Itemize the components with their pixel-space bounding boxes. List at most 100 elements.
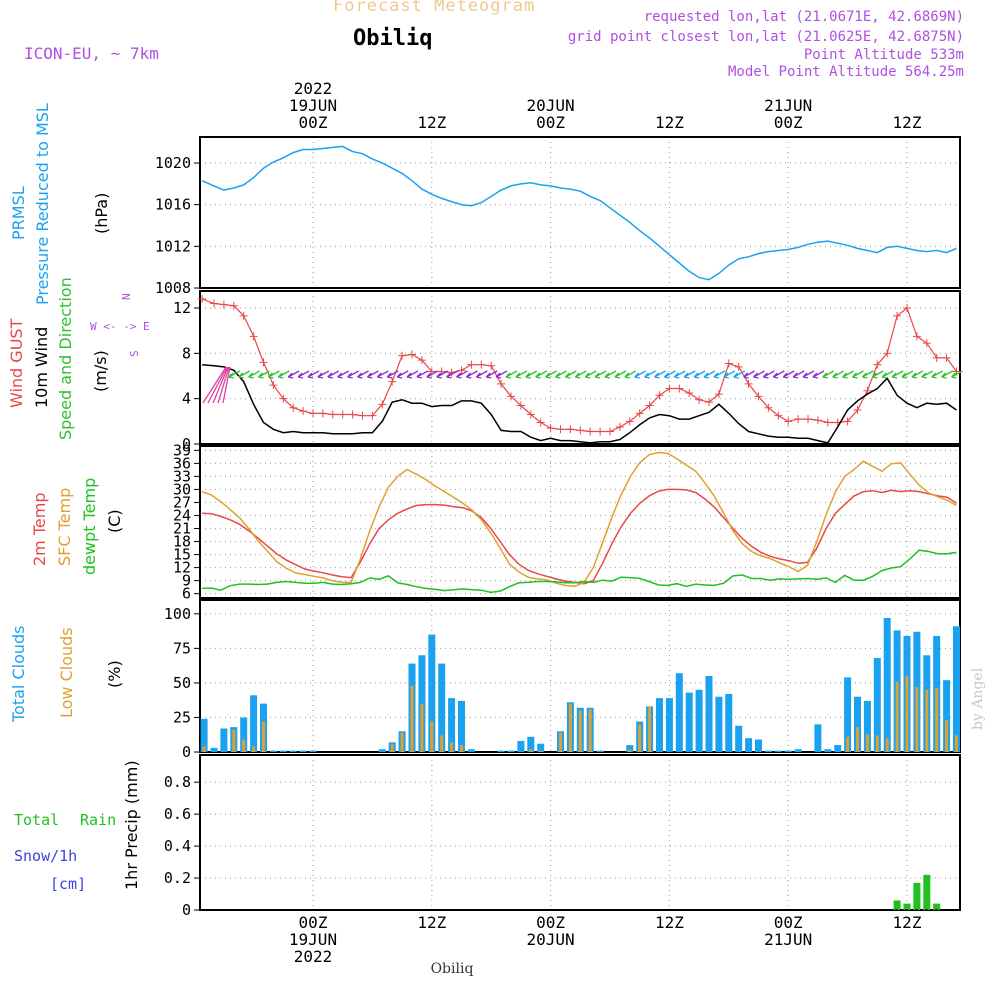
- wind-direction-arrow: [693, 370, 706, 379]
- time-tick-label-top: 21JUN: [764, 96, 812, 115]
- gust-point-marker: [259, 358, 268, 367]
- total-cloud-bar: [240, 717, 248, 752]
- wind-direction-arrow: [416, 370, 429, 379]
- time-tick-label-top: 19JUN: [289, 96, 337, 115]
- y-tick-label: 50: [173, 674, 191, 692]
- low-cloud-bar: [846, 736, 850, 752]
- total-cloud-bar: [755, 739, 762, 752]
- wind-direction-arrow: [911, 370, 924, 379]
- total-cloud-bar: [665, 698, 673, 752]
- prmsl-series-line: [201, 145, 957, 281]
- gust-point-marker: [328, 410, 337, 419]
- wind-direction-arrow: [812, 370, 825, 379]
- wind-direction-arrow: [505, 370, 518, 379]
- time-tick-label-bottom: 00Z: [536, 913, 565, 932]
- prmsl-description-label: Pressure Reduced to MSL: [33, 103, 52, 305]
- wind-direction-arrow: [386, 370, 399, 379]
- low-cloud-bar: [935, 688, 939, 752]
- gust-point-marker: [378, 400, 387, 409]
- gust-point-marker: [675, 384, 684, 393]
- gust-point-marker: [724, 359, 733, 368]
- total-cloud-bar: [596, 750, 604, 752]
- total-cloud-bar: [735, 725, 743, 752]
- wind-direction-arrow: [574, 370, 587, 379]
- y-tick-label: 0.8: [164, 773, 191, 791]
- wind-direction-arrow: [772, 370, 785, 379]
- wind-direction-arrow: [406, 370, 419, 379]
- gust-point-marker: [467, 360, 476, 369]
- low-cloud-bar: [232, 729, 236, 752]
- time-tick-label-top: 20JUN: [527, 96, 575, 115]
- gust-point-marker: [358, 411, 367, 420]
- y-tick-label: 1008: [155, 279, 191, 297]
- wind-direction-arrow: [941, 370, 953, 379]
- total-cloud-bar: [863, 700, 871, 752]
- low-cloud-bar: [895, 681, 899, 752]
- gust-point-marker: [576, 426, 585, 435]
- time-tick-label-top: 2022: [294, 79, 333, 98]
- model-label: ICON-EU, ~ 7km: [24, 44, 159, 63]
- gust-point-marker: [804, 415, 812, 424]
- wind-direction-arrow: [703, 370, 716, 379]
- y-tick-label: 9: [182, 572, 191, 590]
- rain-bar: [923, 874, 931, 910]
- y-tick-label: 15: [173, 546, 191, 564]
- time-tick-label-bottom: 12Z: [893, 913, 922, 932]
- gust-point-marker: [714, 390, 723, 399]
- wind-direction-arrow: [931, 370, 944, 379]
- low-cloud-bar: [578, 710, 582, 752]
- low-cloud-bar: [628, 749, 632, 752]
- gust-point-marker: [457, 366, 466, 375]
- gust-point-marker: [536, 418, 545, 427]
- total-cloud-bar: [279, 750, 287, 752]
- panel-frame: [199, 445, 961, 599]
- y-tick-label: 1016: [155, 196, 191, 214]
- wind-direction-arrow: [584, 370, 597, 379]
- wind-direction-arrow: [663, 370, 676, 379]
- temp-2m-line: [202, 488, 957, 585]
- y-tick-label: 39: [173, 441, 191, 459]
- wind-panel: 0 4 8 12 Wind GUST 10m Wind Speed and Directio…: [7, 277, 963, 453]
- low-cloud-bar: [856, 727, 859, 752]
- wind-direction-arrow: [545, 370, 557, 379]
- clouds-panel: 0 25 50 75 100 Total Clouds Low Clouds (%): [9, 599, 961, 761]
- low-cloud-bar: [885, 738, 889, 752]
- total-cloud-bar: [784, 750, 792, 752]
- y-tick-label: 0: [182, 743, 191, 761]
- rain-bar: [933, 903, 941, 910]
- low-cloud-bar: [430, 721, 434, 752]
- wind-direction-arrow: [525, 370, 538, 379]
- y-tick-label: 25: [173, 708, 191, 726]
- wind-direction-arrow: [852, 370, 864, 379]
- wind-direction-arrow: [238, 370, 251, 379]
- low-cloud-bar: [915, 687, 919, 752]
- time-tick-label-bottom: 21JUN: [764, 930, 812, 949]
- gust-point-marker: [497, 379, 506, 388]
- gust-point-marker: [487, 361, 496, 370]
- gust-point-marker: [853, 406, 862, 414]
- gust-point-marker: [655, 391, 664, 400]
- y-tick-label: 30: [173, 480, 191, 498]
- gust-point-marker: [408, 350, 416, 359]
- wind-direction-arrow: [426, 370, 439, 379]
- total-cloud-bar: [814, 724, 822, 752]
- gust-point-marker: [417, 356, 426, 365]
- y-tick-label: 24: [173, 506, 191, 524]
- total-cloud-bar: [745, 738, 753, 752]
- sfc-temp-line: [201, 451, 957, 588]
- wind-direction-arrow: [228, 370, 241, 379]
- total-clouds-label: Total Clouds: [9, 626, 28, 724]
- gust-point-marker: [309, 409, 317, 418]
- total-cloud-bar: [675, 673, 683, 752]
- rain-bar: [913, 882, 921, 910]
- wind-direction-arrow: [594, 370, 607, 379]
- low-cloud-bar: [875, 735, 879, 752]
- time-tick-label-bottom: 00Z: [774, 913, 803, 932]
- total-cloud-bar: [537, 743, 545, 752]
- time-tick-label-bottom: 2022: [294, 947, 333, 966]
- gust-point-marker: [794, 415, 803, 424]
- prmsl-label: PRMSL: [9, 186, 28, 240]
- wind-direction-arrow: [842, 370, 854, 379]
- wind-direction-arrow: [762, 370, 775, 379]
- total-cloud-bar: [448, 698, 456, 752]
